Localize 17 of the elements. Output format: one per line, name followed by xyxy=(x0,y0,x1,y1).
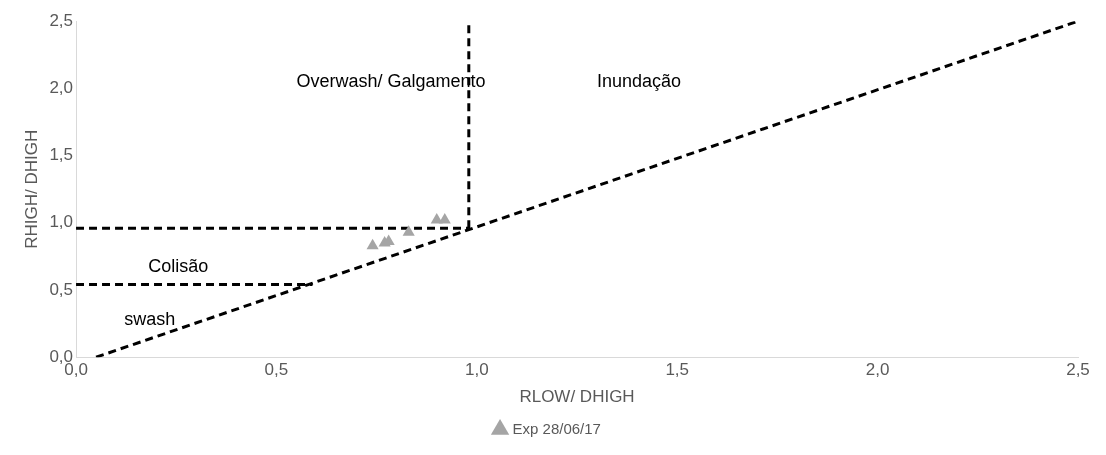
annotation: Overwash/ Galgamento xyxy=(296,70,486,91)
x-axis-title: RLOW/ DHIGH xyxy=(519,387,635,407)
x-tick-label: 2,5 xyxy=(1066,360,1090,380)
y-tick-label: 2,0 xyxy=(49,78,74,98)
y-tick-label: 1,5 xyxy=(49,145,74,165)
x-tick-label: 0,5 xyxy=(264,360,289,380)
y-tick-label: 2,5 xyxy=(49,10,74,30)
y-tick-label: 0,5 xyxy=(49,279,74,299)
x-tick-label: 1,5 xyxy=(665,360,690,380)
y-axis-title: RHIGH/ DHIGH xyxy=(21,129,41,249)
y-tick-label: 1,0 xyxy=(49,212,74,232)
x-tick-label: 1,0 xyxy=(465,360,489,380)
legend-label: Exp 28/06/17 xyxy=(512,419,601,437)
x-tick-label: 2,0 xyxy=(865,360,890,380)
annotation: swash xyxy=(124,308,176,329)
annotation: Colisão xyxy=(148,256,209,277)
annotation: Inundação xyxy=(597,70,682,91)
